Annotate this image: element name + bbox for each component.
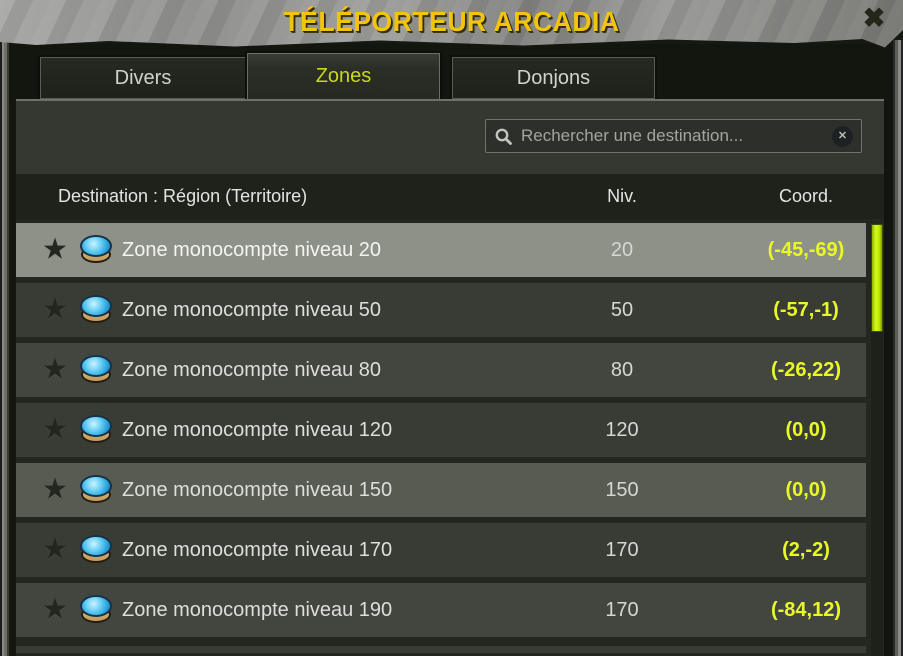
favorite-star-icon[interactable]: ★: [42, 533, 68, 566]
tab-strip: Divers Zones Donjons: [9, 44, 893, 103]
search-icon: [494, 127, 513, 146]
zaap-icon: [80, 534, 114, 566]
table-row[interactable]: ★ Zone monocompte niveau 150 150 (0,0): [16, 463, 866, 517]
zaap-icon: [80, 594, 114, 626]
row-level: 20: [610, 239, 634, 261]
favorite-star-icon[interactable]: ★: [42, 293, 68, 326]
row-level: 50: [610, 299, 634, 321]
row-coord: (2,-2): [782, 539, 830, 561]
row-name: Zone monocompte niveau 80: [122, 359, 382, 381]
zaap-icon: [80, 234, 114, 266]
clear-search-icon[interactable]: ✕: [832, 125, 853, 147]
zaap-icon: [80, 474, 114, 506]
table-row[interactable]: ★ Zone monocompte niveau 50 50 (-57,-1): [16, 283, 866, 337]
page-title: TÉLÉPORTEUR ARCADIA: [283, 6, 620, 37]
row-name: Zone monocompte niveau 190: [122, 599, 393, 621]
zaap-icon: [80, 294, 114, 326]
header-coord: Coord.: [778, 186, 834, 206]
scrollbar-thumb[interactable]: [871, 224, 883, 332]
table-row[interactable]: ★ Zone monocompte niveau 190 170 (-84,12…: [16, 583, 866, 637]
row-coord: (-26,22): [770, 359, 842, 381]
table-row[interactable]: ★ Zone monocompte niveau 170 170 (2,-2): [16, 523, 866, 577]
favorite-star-icon[interactable]: ★: [42, 593, 68, 626]
window-frame-right: [884, 40, 903, 656]
row-level: 120: [605, 419, 639, 441]
row-level: 80: [610, 359, 634, 381]
table-row[interactable]: ★ Zone monocompte niveau 80 80 (-26,22): [16, 343, 866, 397]
destination-list: ★ Zone monocompte niveau 20 20 (-45,-69)…: [16, 219, 884, 656]
scrollbar-track[interactable]: [871, 224, 883, 656]
row-level: 170: [605, 539, 639, 561]
tab-donjons[interactable]: Donjons: [452, 57, 655, 99]
window-frame-left: [0, 40, 16, 656]
table-row-partial: [16, 646, 866, 653]
row-name: Zone monocompte niveau 170: [122, 539, 393, 561]
close-icon[interactable]: ✖: [862, 3, 886, 33]
row-name: Zone monocompte niveau 50: [122, 299, 382, 321]
row-level: 150: [605, 479, 639, 501]
zaap-icon: [80, 354, 114, 386]
row-coord: (0,0): [785, 479, 827, 501]
row-coord: (-57,-1): [773, 299, 839, 321]
table-row[interactable]: ★ Zone monocompte niveau 20 20 (-45,-69): [16, 223, 866, 277]
row-coord: (-45,-69): [767, 239, 845, 261]
search-box[interactable]: ✕: [485, 119, 862, 153]
content-panel: ✕ Destination : Région (Territoire) Niv.…: [16, 99, 884, 656]
row-name: Zone monocompte niveau 20: [122, 239, 382, 261]
favorite-star-icon[interactable]: ★: [42, 413, 68, 446]
favorite-star-icon[interactable]: ★: [42, 233, 68, 266]
row-coord: (-84,12): [770, 599, 842, 621]
header-destination: Destination : Région (Territoire): [58, 186, 308, 206]
row-level: 170: [605, 599, 639, 621]
tab-divers[interactable]: Divers: [40, 57, 246, 99]
favorite-star-icon[interactable]: ★: [42, 473, 68, 506]
table-header: Destination : Région (Territoire) Niv. C…: [16, 174, 884, 219]
header-level: Niv.: [607, 186, 637, 206]
row-coord: (0,0): [785, 419, 827, 441]
search-input[interactable]: [521, 126, 824, 146]
row-name: Zone monocompte niveau 150: [122, 479, 393, 501]
tab-zones[interactable]: Zones: [247, 53, 440, 103]
row-name: Zone monocompte niveau 120: [122, 419, 393, 441]
zaap-icon: [80, 414, 114, 446]
favorite-star-icon[interactable]: ★: [42, 353, 68, 386]
title-bar: TÉLÉPORTEUR ARCADIA: [0, 0, 903, 48]
table-row[interactable]: ★ Zone monocompte niveau 120 120 (0,0): [16, 403, 866, 457]
